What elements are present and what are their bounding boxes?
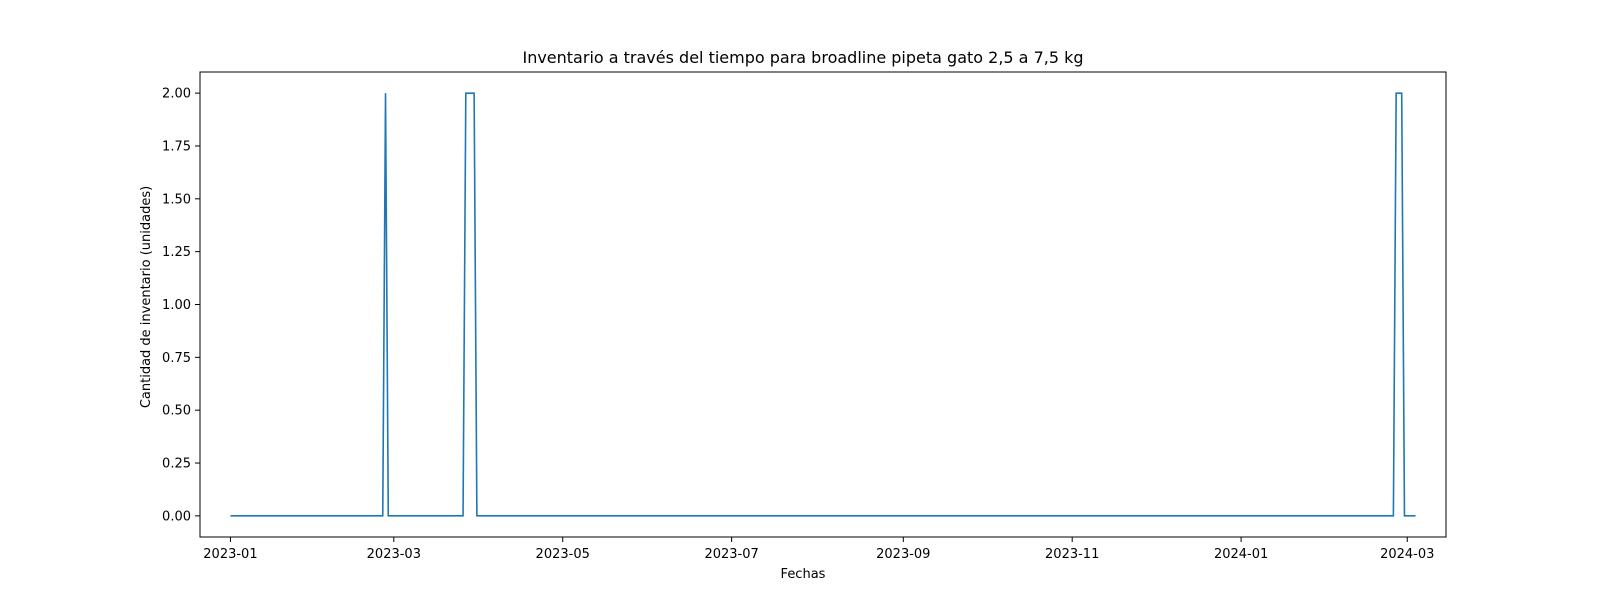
- y-tick-label: 0.00: [162, 509, 191, 524]
- x-tick-label: 2023-09: [876, 547, 930, 562]
- y-tick-label: 0.50: [162, 404, 191, 419]
- x-axis-label: Fechas: [781, 567, 826, 582]
- plot-area-frame: [199, 71, 1447, 538]
- y-tick-label: 1.50: [162, 192, 191, 207]
- x-tick-label: 2023-01: [203, 547, 257, 562]
- y-axis-label: Cantidad de inventario (unidades): [139, 186, 154, 408]
- x-tick-label: 2023-11: [1045, 547, 1099, 562]
- y-axis-ticks: 0.00 0.25 0.50 0.75 1.00 1.25 1.50 1.75 2.00: [162, 87, 200, 524]
- y-tick-label: 2.00: [162, 87, 191, 102]
- y-tick-label: 0.75: [162, 351, 191, 366]
- y-tick-label: 0.25: [162, 457, 191, 472]
- y-tick-label: 1.00: [162, 298, 191, 313]
- y-tick-label: 1.25: [162, 245, 191, 260]
- x-tick-label: 2023-07: [704, 547, 758, 562]
- x-axis-ticks: 2023-01 2023-03 2023-05 2023-07 2023-09 2023-…: [203, 537, 1434, 562]
- chart-title: Inventario a través del tiempo para broa…: [522, 48, 1083, 67]
- x-tick-label: 2023-05: [536, 547, 590, 562]
- series-line: [230, 92, 1416, 517]
- x-tick-label: 2024-03: [1380, 547, 1434, 562]
- y-tick-label: 1.75: [162, 139, 191, 154]
- x-tick-label: 2024-01: [1214, 547, 1268, 562]
- x-tick-label: 2023-03: [367, 547, 421, 562]
